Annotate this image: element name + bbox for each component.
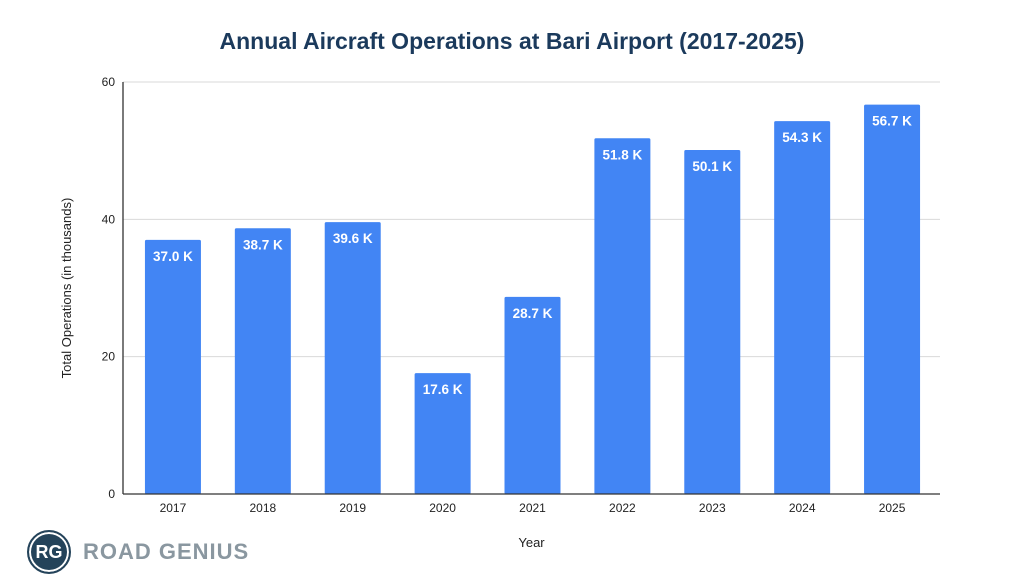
bar-2019 <box>324 222 381 494</box>
x-tick-label: 2019 <box>339 501 366 515</box>
bar-2022 <box>594 138 651 494</box>
data-label: 17.6 K <box>423 382 463 397</box>
logo-badge: RG <box>27 530 71 574</box>
road-genius-logo: RG ROAD GENIUS <box>27 530 249 574</box>
x-tick-label: 2017 <box>160 501 187 515</box>
x-tick-label: 2025 <box>879 501 906 515</box>
x-tick-label: 2021 <box>519 501 546 515</box>
data-label: 37.0 K <box>153 249 193 264</box>
bar-2024 <box>774 121 831 494</box>
y-tick-label: 60 <box>102 75 116 89</box>
x-tick-label: 2024 <box>789 501 816 515</box>
x-tick-label: 2022 <box>609 501 636 515</box>
data-label: 28.7 K <box>513 306 553 321</box>
x-tick-label: 2023 <box>699 501 726 515</box>
bar-2021 <box>504 296 561 494</box>
bar-2017 <box>144 239 201 494</box>
x-tick-label: 2020 <box>429 501 456 515</box>
y-tick-label: 40 <box>102 212 116 226</box>
data-label: 50.1 K <box>692 159 732 174</box>
y-tick-label: 0 <box>108 487 115 501</box>
x-tick-label: 2018 <box>249 501 276 515</box>
y-tick-label: 20 <box>102 350 116 364</box>
data-label: 54.3 K <box>782 130 822 145</box>
logo-text: ROAD GENIUS <box>83 539 250 564</box>
data-label: 38.7 K <box>243 237 283 252</box>
y-axis-title: Total Operations (in thousands) <box>59 198 74 379</box>
x-axis-title: Year <box>518 535 545 550</box>
bar-2025 <box>864 104 921 494</box>
data-label: 56.7 K <box>872 114 912 129</box>
bar-2020 <box>414 373 471 494</box>
data-label: 39.6 K <box>333 231 373 246</box>
bar-2018 <box>234 228 291 494</box>
chart-title: Annual Aircraft Operations at Bari Airpo… <box>219 28 805 54</box>
bar-2023 <box>684 149 741 495</box>
data-label: 51.8 K <box>602 147 642 162</box>
